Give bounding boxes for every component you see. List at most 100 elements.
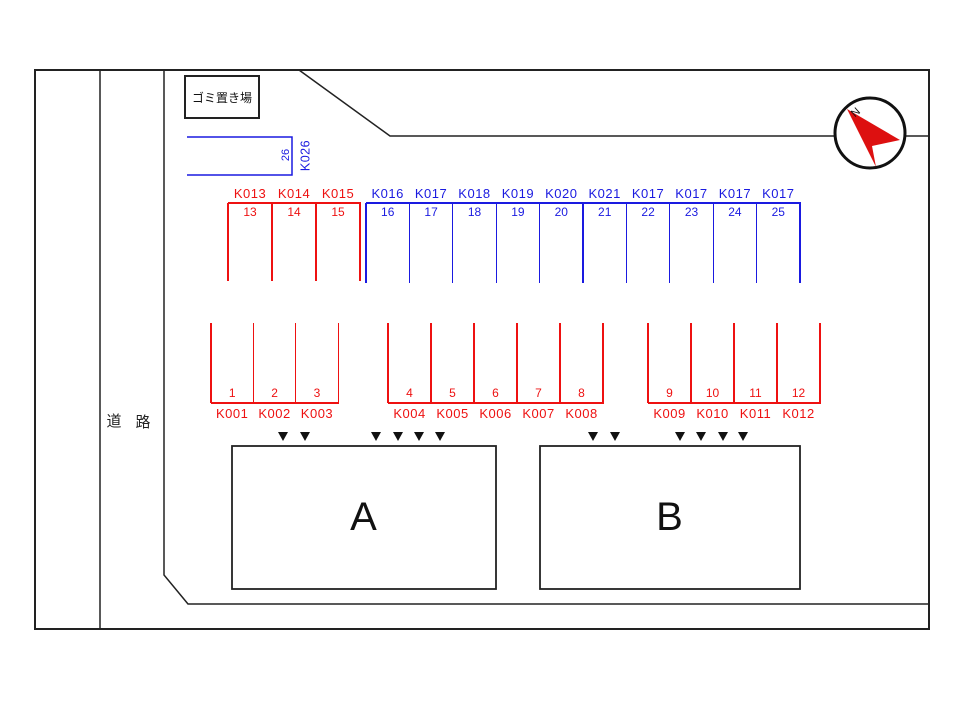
- north-compass: N: [833, 96, 907, 170]
- stall-number: 2: [271, 386, 278, 400]
- stall-number: 16: [381, 205, 395, 219]
- building-a-label: A: [232, 446, 496, 589]
- stall-code: K017: [762, 186, 795, 201]
- parking-divider: [315, 203, 317, 281]
- parking-divider: [582, 203, 584, 283]
- stall-code: K017: [675, 186, 708, 201]
- parking-divider: [252, 323, 255, 403]
- stall-number: 21: [598, 205, 612, 219]
- entrance-marker-icon: [414, 432, 424, 441]
- entrance-marker-icon: [393, 432, 403, 441]
- stall-code: K001: [216, 406, 249, 421]
- stall-code: K011: [739, 406, 772, 421]
- parking-divider: [516, 323, 518, 403]
- parking-divider: [337, 323, 339, 403]
- parking-divider: [559, 323, 561, 403]
- stall-code: K007: [522, 406, 555, 421]
- stall-number: 25: [771, 205, 785, 219]
- entrance-marker-icon: [371, 432, 381, 441]
- building-a-letter: A: [350, 495, 378, 539]
- parking-divider: [690, 323, 692, 403]
- parking-divider: [473, 323, 475, 403]
- parking-divider: [819, 323, 821, 403]
- stall-number: 14: [287, 205, 301, 219]
- stall-code: K017: [414, 186, 448, 201]
- stall-code: K012: [782, 406, 815, 421]
- stall-code: K016: [371, 186, 404, 201]
- parking-baseline-mid-left: [211, 402, 340, 404]
- parking-divider: [227, 203, 229, 281]
- parking-divider: [452, 203, 454, 283]
- parking-baseline-mid-right: [648, 402, 821, 404]
- stall-number: 3: [313, 386, 321, 400]
- road-label-1: 道: [106, 413, 122, 430]
- stall-code: K010: [696, 406, 729, 421]
- parking-divider: [669, 203, 671, 283]
- parking-divider: [430, 323, 432, 403]
- parking-divider: [799, 203, 801, 283]
- north-arrow-icon: [847, 109, 900, 167]
- parking-divider: [495, 203, 497, 283]
- stall-code: K003: [300, 406, 334, 421]
- stall-number: 10: [705, 386, 720, 400]
- parking-baseline-top-red: [228, 202, 361, 204]
- building-b-letter: B: [656, 495, 684, 539]
- stall-number: 11: [749, 386, 762, 400]
- stall-code: K004: [393, 406, 426, 421]
- stall-number: 7: [535, 386, 542, 400]
- space-26-outline: [187, 136, 293, 176]
- stall-code: K018: [458, 186, 491, 201]
- road-label-2: 路: [135, 414, 151, 431]
- entrance-marker-icon: [588, 432, 598, 441]
- parking-divider: [712, 203, 714, 283]
- stall-number: 9: [666, 386, 673, 400]
- stall-code: K002: [258, 406, 291, 421]
- parking-divider: [776, 323, 778, 403]
- stall-code: K015: [321, 186, 355, 201]
- parking-baseline-mid-center: [388, 402, 604, 404]
- stall-number: 20: [554, 205, 568, 219]
- site-boundary-bottom: [163, 70, 928, 605]
- parking-divider: [359, 203, 361, 281]
- stall-number: 4: [406, 386, 413, 400]
- stall-code: K005: [436, 406, 469, 421]
- stall-number: 6: [492, 386, 499, 400]
- parking-divider: [387, 323, 389, 403]
- stall-number: 8: [578, 386, 585, 400]
- stall-code: K006: [479, 406, 512, 421]
- parking-divider: [733, 323, 735, 403]
- entrance-marker-icons: [278, 432, 748, 441]
- building-a-outline: [231, 445, 497, 590]
- stall-code: K017: [631, 186, 665, 201]
- parking-divider: [210, 323, 212, 403]
- parking-divider: [625, 203, 628, 283]
- stall-number: 18: [467, 205, 482, 219]
- parking-divider: [647, 323, 649, 403]
- stall-code: K009: [653, 406, 686, 421]
- stall-number: 17: [424, 205, 438, 219]
- parking-divider: [295, 323, 297, 403]
- entrance-marker-icon: [278, 432, 288, 441]
- garbage-area-box: ゴミ置き場: [184, 75, 260, 119]
- entrance-marker-icon: [300, 432, 310, 441]
- parking-divider: [602, 323, 604, 403]
- parking-divider: [271, 203, 273, 281]
- stall-number: 5: [449, 386, 456, 400]
- stall-code: K019: [501, 186, 535, 201]
- stall-code: K008: [565, 406, 598, 421]
- parking-divider: [408, 203, 411, 283]
- stall-code: K017: [718, 186, 752, 201]
- entrance-marker-icon: [718, 432, 728, 441]
- entrance-marker-icon: [435, 432, 445, 441]
- stall-code: K013: [233, 186, 267, 201]
- stall-number: 24: [728, 205, 742, 219]
- stall-number: 23: [684, 205, 699, 219]
- outer-border: [34, 69, 930, 630]
- stall-number: 15: [331, 205, 345, 219]
- stall-number: 13: [243, 205, 257, 219]
- stall-number: 22: [641, 205, 655, 219]
- parking-divider: [756, 203, 758, 283]
